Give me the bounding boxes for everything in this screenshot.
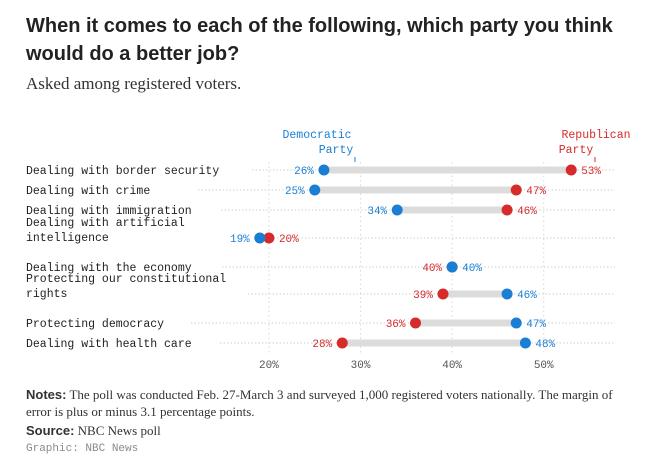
category-label: Dealing with border security [26, 165, 219, 178]
dot-republican [565, 164, 577, 176]
data-label-democratic: 19% [230, 234, 250, 246]
data-label-democratic: 34% [367, 206, 387, 218]
chart-row: Dealing with crime 25% 47% [26, 184, 615, 198]
x-tick-label: 50% [534, 360, 554, 372]
chart-row: Dealing with border security 26% 53% [26, 164, 615, 178]
notes: Notes: The poll was conducted Feb. 27-Ma… [26, 386, 626, 420]
dot-republican [510, 184, 522, 196]
category-label: Dealing with health care [26, 338, 192, 351]
source-label: Source: [26, 423, 75, 438]
category-label: Dealing with the economy [26, 262, 192, 275]
x-tick-label: 30% [351, 360, 371, 372]
category-label: intelligence [26, 232, 109, 245]
dot-republican [410, 317, 421, 329]
source-text: NBC News poll [77, 423, 161, 438]
chart-row: Dealing with immigration 34% 46% [26, 204, 615, 218]
x-axis: 20% 30% 40% 50% [259, 360, 554, 372]
chart-title: When it comes to each of the following, … [26, 15, 613, 65]
legend-republican-line2: Party [559, 144, 594, 157]
category-label: Dealing with immigration [26, 205, 192, 218]
dot-republican [501, 204, 513, 216]
category-label: rights [26, 288, 67, 301]
category-label: Protecting democracy [26, 318, 164, 331]
legend-democratic-line1: Democratic [282, 129, 351, 142]
dot-democratic [318, 164, 330, 176]
dot-democratic [309, 184, 321, 196]
legend: Democratic Party Republican Party [282, 129, 631, 162]
chart-row: Dealing with the economy 40% 40% [26, 261, 615, 275]
dot-democratic [510, 317, 522, 329]
dot-plot-chart: Democratic Party Republican Party Dealin… [26, 129, 631, 372]
dot-republican [437, 288, 449, 300]
chart-row: Protecting democracy 47% 36% [26, 317, 615, 331]
dot-republican [336, 337, 348, 349]
chart-row: Dealing with health care 48% 28% [26, 337, 615, 351]
chart-row: Protecting our constitutional rights 46% 39… [26, 273, 615, 302]
data-label-democratic: 40% [462, 263, 482, 275]
category-label: Protecting our constitutional [26, 273, 226, 286]
legend-republican-line1: Republican [561, 129, 630, 142]
category-label: Dealing with artificial [26, 217, 185, 230]
dot-democratic [501, 288, 513, 300]
notes-text: The poll was conducted Feb. 27-March 3 a… [26, 387, 613, 419]
data-label-democratic: 26% [294, 166, 314, 178]
x-tick-label: 40% [442, 360, 462, 372]
data-label-democratic: 48% [535, 339, 555, 351]
dot-democratic [446, 261, 458, 273]
dot-republican [263, 232, 275, 244]
data-label-democratic: 25% [285, 186, 305, 198]
chart-subtitle: Asked among registered voters. [26, 74, 242, 93]
data-label-republican: 36% [386, 319, 406, 331]
gridlines [268, 162, 545, 354]
data-label-republican: 40% [422, 263, 442, 275]
data-label-republican: 53% [581, 166, 601, 178]
data-label-republican: 47% [526, 186, 546, 198]
data-label-democratic: 47% [526, 319, 546, 331]
source: Source: NBC News poll [26, 423, 161, 439]
graphic-credit: Graphic: NBC News [26, 443, 139, 455]
data-label-republican: 39% [413, 290, 433, 302]
chart-rows: Dealing with border security 26% 53%Dealin… [26, 164, 615, 351]
data-label-democratic: 46% [517, 290, 537, 302]
data-label-republican: 28% [312, 339, 332, 351]
notes-label: Notes: [26, 387, 67, 402]
x-tick-label: 20% [259, 360, 279, 372]
data-label-republican: 20% [279, 234, 299, 246]
dot-democratic [254, 232, 266, 244]
dot-democratic [391, 204, 403, 216]
dot-democratic [519, 337, 531, 349]
chart-row: Dealing with artificial intelligence 19% 20… [26, 217, 615, 246]
data-label-republican: 46% [517, 206, 537, 218]
category-label: Dealing with crime [26, 185, 150, 198]
legend-democratic-line2: Party [319, 144, 354, 157]
